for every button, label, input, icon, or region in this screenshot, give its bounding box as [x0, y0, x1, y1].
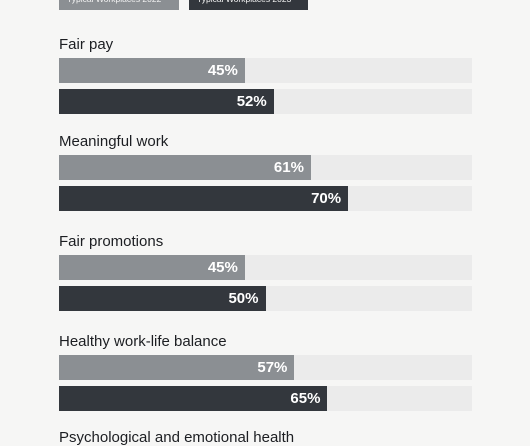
bar-track: 57% [59, 355, 472, 380]
legend: Typical Workplaces 2022 Typical Workplac… [59, 0, 308, 10]
bar-value-label: 70% [311, 190, 342, 207]
legend-item-2022: Typical Workplaces 2022 [59, 0, 179, 10]
bar-value-label: 52% [236, 93, 267, 110]
category-label: Healthy work-life balance [59, 333, 227, 350]
bar: 65% [59, 386, 328, 411]
bar-track: 61% [59, 155, 472, 180]
bar-track: 65% [59, 386, 472, 411]
bar-value-label: 45% [207, 62, 238, 79]
category-label: Fair promotions [59, 233, 164, 250]
bar: 50% [59, 286, 266, 311]
bar-value-label: 61% [273, 159, 304, 176]
bar: 61% [59, 155, 311, 180]
category-label: Psychological and emotional health [59, 429, 295, 446]
bar: 45% [59, 58, 245, 83]
legend-item-2023: Typical Workplaces 2023 [189, 0, 308, 10]
bar: 70% [59, 186, 349, 211]
bar: 45% [59, 255, 245, 280]
bar-track: 52% [59, 89, 472, 114]
category-label: Meaningful work [59, 133, 169, 150]
bar: 52% [59, 89, 274, 114]
bar-value-label: 45% [207, 259, 238, 276]
bar: 57% [59, 355, 295, 380]
bar-track: 50% [59, 286, 472, 311]
bar-value-label: 57% [257, 359, 288, 376]
bar-value-label: 65% [290, 390, 321, 407]
bar-track: 70% [59, 186, 472, 211]
bar-track: 45% [59, 255, 472, 280]
bar-value-label: 50% [228, 290, 259, 307]
bar-track: 45% [59, 58, 472, 83]
category-label: Fair pay [59, 36, 114, 53]
